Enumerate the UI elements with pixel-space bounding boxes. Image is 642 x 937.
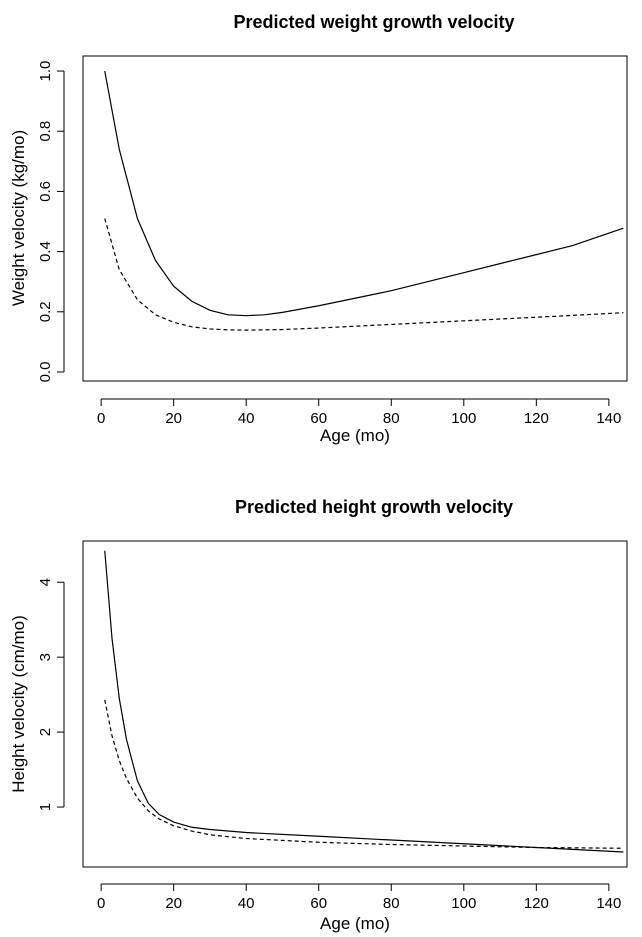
- weight-y-tick-label: 0.2: [37, 301, 54, 322]
- height-x-axis: 0 20 40 60 80 100 120 140: [97, 883, 621, 912]
- weight-y-axis: 0.0 0.2 0.4 0.6 0.8 1.0: [37, 61, 65, 383]
- weight-series-group: [104, 70, 624, 331]
- height-x-tick-label: 20: [165, 895, 182, 912]
- height-x-tick-label: 0: [97, 895, 105, 912]
- weight-x-tick-label: 60: [310, 410, 327, 427]
- height-y-axis: 1 2 3 4: [37, 578, 65, 811]
- height-x-axis-label: Age (mo): [320, 914, 390, 933]
- height-y-tick-label: 1: [37, 803, 54, 811]
- weight-series-dashed-line: [104, 218, 624, 331]
- weight-y-axis-label: Weight velocity (kg/mo): [9, 130, 28, 306]
- weight-series-solid-line: [104, 70, 624, 317]
- height-plot-frame: [82, 540, 628, 868]
- weight-y-tick-label: 0.0: [37, 362, 54, 383]
- weight-x-tick-label: 40: [238, 410, 255, 427]
- weight-y-tick-label: 0.6: [37, 181, 54, 202]
- height-x-tick-label: 80: [383, 895, 400, 912]
- height-y-axis-label: Height velocity (cm/mo): [9, 615, 28, 793]
- weight-x-tick-label: 0: [97, 410, 105, 427]
- height-y-tick-label: 2: [37, 728, 54, 736]
- height-x-tick-label: 40: [238, 895, 255, 912]
- height-x-tick-label: 100: [451, 895, 476, 912]
- height-y-tick-label: 3: [37, 653, 54, 661]
- weight-x-tick-label: 100: [451, 410, 476, 427]
- height-series-dashed-line: [104, 699, 624, 849]
- weight-x-tick-label: 140: [596, 410, 621, 427]
- height-x-tick-label: 140: [596, 895, 621, 912]
- height-x-tick-label: 60: [310, 895, 327, 912]
- weight-plot-frame: [82, 55, 628, 382]
- weight-y-tick-label: 1.0: [37, 61, 54, 82]
- height-x-tick-label: 120: [524, 895, 549, 912]
- height-series-solid-line: [104, 550, 624, 853]
- height-chart-title: Predicted height growth velocity: [235, 497, 513, 517]
- weight-x-axis-label: Age (mo): [320, 426, 390, 445]
- weight-y-tick-label: 0.8: [37, 121, 54, 142]
- weight-x-tick-label: 120: [524, 410, 549, 427]
- weight-chart-title: Predicted weight growth velocity: [233, 12, 514, 32]
- height-y-tick-label: 4: [37, 578, 54, 586]
- weight-velocity-panel: Predicted weight growth velocity 0 20 40 60…: [9, 12, 628, 445]
- height-velocity-panel: Predicted height growth velocity 0 20 40 60…: [9, 497, 628, 933]
- weight-x-axis: 0 20 40 60 80 100 120 140: [97, 398, 621, 427]
- height-series-group: [104, 550, 624, 853]
- weight-y-tick-label: 0.4: [37, 241, 54, 262]
- weight-x-tick-label: 20: [165, 410, 182, 427]
- weight-x-tick-label: 80: [383, 410, 400, 427]
